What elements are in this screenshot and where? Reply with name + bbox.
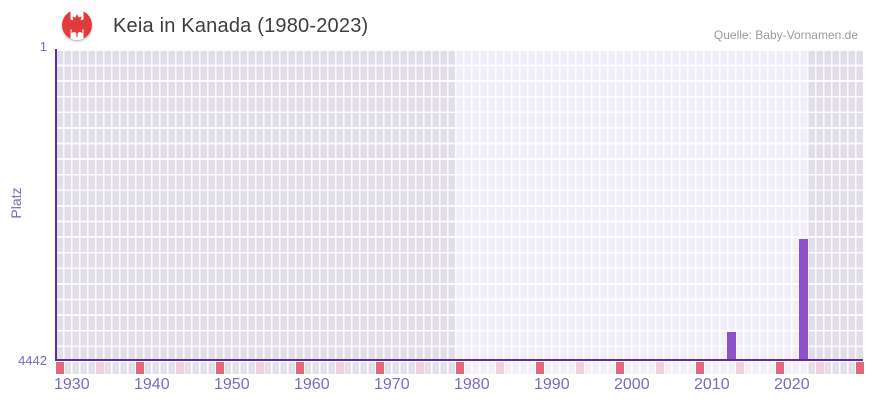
- x-tick-label-1990: 1990: [534, 376, 570, 393]
- decade-marker-1960: [296, 362, 304, 374]
- half-marker-1975: [416, 362, 424, 374]
- half-marker-1985: [496, 362, 504, 374]
- year-marker-strip: [55, 362, 864, 374]
- decade-marker-2030: [856, 362, 864, 374]
- half-marker-2005: [656, 362, 664, 374]
- chart-title: Keia in Kanada (1980-2023): [113, 15, 369, 37]
- half-marker-1955: [256, 362, 264, 374]
- decade-marker-1930: [56, 362, 64, 374]
- grid-lines: [55, 49, 863, 361]
- x-tick-label-1960: 1960: [294, 376, 330, 393]
- x-tick-label-2000: 2000: [614, 376, 650, 393]
- decade-marker-1940: [136, 362, 144, 374]
- y-axis-title: Platz: [8, 187, 24, 219]
- half-marker-2025: [816, 362, 824, 374]
- plot-area: [55, 49, 863, 361]
- decade-marker-1990: [536, 362, 544, 374]
- decade-marker-2020: [776, 362, 784, 374]
- x-tick-label-1950: 1950: [214, 376, 250, 393]
- half-marker-1965: [336, 362, 344, 374]
- x-axis-labels: 1930 1940 1950 1960 1970 1980 1990 2000 2010 2020: [54, 376, 863, 396]
- x-tick-label-2010: 2010: [694, 376, 730, 393]
- x-tick-label-1980: 1980: [454, 376, 490, 393]
- decade-marker-1950: [216, 362, 224, 374]
- x-tick-label-1930: 1930: [54, 376, 90, 393]
- half-marker-1935: [96, 362, 104, 374]
- source-credit: Quelle: Baby-Vornamen.de: [713, 28, 858, 42]
- decade-marker-2000: [616, 362, 624, 374]
- canada-flag-svg: [62, 10, 92, 40]
- x-tick-label-2020: 2020: [774, 376, 810, 393]
- decade-marker-1970: [376, 362, 384, 374]
- half-marker-1945: [176, 362, 184, 374]
- x-tick-label-1940: 1940: [134, 376, 170, 393]
- y-axis-top-tick: 1: [39, 39, 47, 54]
- y-axis-bottom-tick: 4442: [18, 353, 47, 368]
- decade-marker-1980: [456, 362, 464, 374]
- x-axis-line: [55, 359, 863, 361]
- half-marker-1995: [576, 362, 584, 374]
- rank-bar-2014: [727, 332, 736, 359]
- x-tick-label-1970: 1970: [374, 376, 410, 393]
- canada-flag-icon: [62, 10, 92, 40]
- decade-marker-2010: [696, 362, 704, 374]
- half-marker-2015: [736, 362, 744, 374]
- rank-bar-2023: [799, 239, 808, 359]
- y-axis-line: [55, 49, 57, 361]
